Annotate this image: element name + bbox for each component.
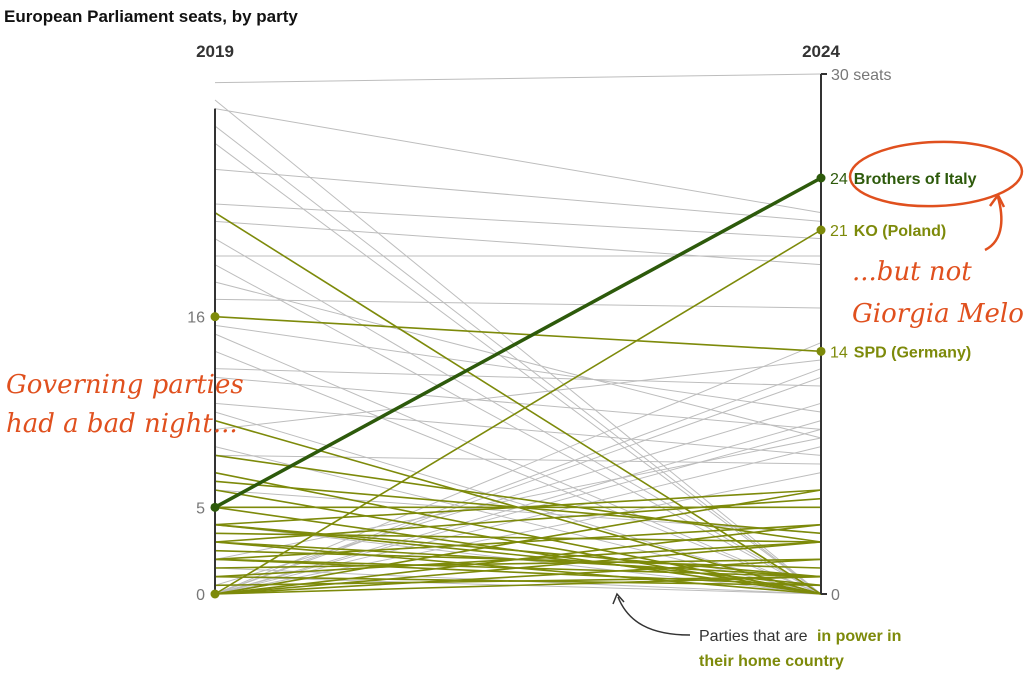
party-line-other: [214, 73, 822, 84]
party-line-governing: [214, 558, 822, 587]
party-line-other: [214, 368, 822, 595]
party-label: 24 Brothers of Italy: [830, 171, 977, 188]
party-line-other: [214, 368, 822, 387]
tick-label-2024: 30 seats: [831, 67, 891, 84]
legend-line1: Parties that are in power in: [699, 628, 901, 645]
party-line-other: [214, 402, 822, 456]
party-label-name: Brothers of Italy: [854, 171, 977, 188]
party-label-name: KO (Poland): [854, 223, 946, 240]
axis-ticks: 16 5 0 30 seats 0: [187, 67, 891, 604]
party-line-governing: [214, 575, 822, 595]
party-line-governing: [214, 489, 822, 595]
party-line-other: [214, 376, 822, 595]
governing-party-lines: [214, 211, 822, 595]
party-line-governing: [214, 229, 822, 595]
annotation-meloni: ...but not Giorgia Meloni: [848, 140, 1024, 329]
party-line-other: [214, 342, 822, 595]
party-dot-2024: [816, 346, 826, 356]
party-line-governing: [214, 558, 822, 595]
party-line-other: [214, 238, 822, 595]
highlight-line-group: [214, 176, 822, 509]
party-line-governing: [214, 454, 822, 543]
party-dot-2024: [816, 173, 826, 183]
party-line-other: [214, 108, 822, 214]
party-label-value: 21: [830, 223, 848, 240]
party-line-governing: [214, 315, 822, 353]
legend: Parties that are in power in their home …: [612, 592, 901, 670]
party-line-other: [214, 168, 822, 222]
party-line-other: [214, 99, 822, 595]
party-dot-2024: [816, 225, 826, 235]
year-label-left: 2019: [196, 42, 234, 61]
party-line-other: [214, 281, 822, 439]
legend-arrow: [617, 596, 691, 636]
highlight-circle: [848, 140, 1024, 208]
party-label-name: SPD (Germany): [854, 344, 971, 361]
party-line-other: [214, 324, 822, 413]
annotation-arrowhead: [988, 192, 1006, 208]
party-line-governing: [214, 523, 822, 595]
party-line-other: [214, 402, 822, 586]
party-line-governing: [214, 541, 822, 595]
annotation-left-line1: Governing parties: [6, 370, 244, 400]
tick-dot-2019: [210, 589, 220, 599]
tick-dot-2019: [210, 312, 220, 322]
party-line-governing: [214, 497, 822, 543]
annotation-right-line1: ...but not: [852, 257, 972, 287]
legend-line2: their home country: [699, 653, 844, 670]
tick-label-2019: 0: [196, 587, 205, 604]
party-label: 21 KO (Poland): [830, 223, 946, 240]
party-line-other: [214, 298, 822, 309]
year-label-right: 2024: [802, 42, 840, 61]
tick-label-2024: 0: [831, 587, 840, 604]
party-line-other: [214, 350, 822, 595]
party-label-value: 14: [830, 344, 848, 361]
party-line-governing: [214, 489, 822, 526]
party-line-other: [214, 359, 822, 430]
party-line-governing: [214, 211, 822, 595]
party-line-governing: [214, 575, 822, 587]
tick-label-2019: 16: [187, 310, 205, 327]
tick-label-2019: 5: [196, 500, 205, 517]
party-line-other: [214, 454, 822, 465]
party-line-governing: [214, 558, 822, 569]
party-label: 14 SPD (Germany): [830, 344, 971, 361]
party-line-brothers-of-italy: [214, 176, 822, 509]
annotation-left-line2: had a bad night...: [6, 409, 238, 439]
legend-arrowhead: [612, 592, 625, 605]
legend-emphasis-1: in power in: [817, 628, 901, 645]
annotation-arrow: [984, 196, 1003, 252]
chart-title: European Parliament seats, by party: [4, 7, 298, 26]
party-label-value: 24: [830, 171, 848, 188]
party-line-other: [214, 411, 822, 595]
legend-prefix: Parties that are: [699, 628, 808, 645]
party-labels: 24 Brothers of Italy 21 KO (Poland) 14 SPD (G…: [816, 171, 977, 361]
annotation-right-line2: Giorgia Meloni: [852, 299, 1024, 329]
party-line-other: [214, 203, 822, 240]
party-line-other: [214, 220, 822, 266]
annotation-governing: Governing parties had a bad night...: [6, 370, 244, 439]
